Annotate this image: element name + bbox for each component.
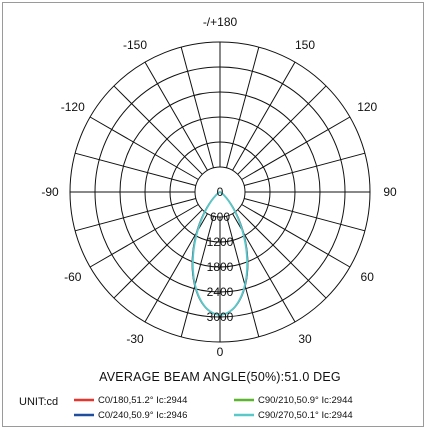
radial-tick-labels: 0 600 1200 1800 2400 3000 [207,185,234,324]
grid-spoke [232,61,296,171]
radial-tick-label: 1200 [207,235,234,249]
angle-labels: -/+180 -150 -120 -90 -60 -30 150 120 90 60 30 0 [41,15,397,359]
angle-label-top: -/+180 [203,15,238,29]
radial-tick-label: 0 [217,185,224,199]
chart-frame [2,2,424,427]
grid-spoke [244,152,366,187]
grid-spoke [74,197,196,232]
polar-grid [69,41,371,343]
grid-spoke [180,216,215,338]
grid-spoke [144,61,208,171]
angle-label-left: -90 [41,185,59,199]
angle-label-left: -30 [126,332,144,346]
grid-spoke [113,209,203,299]
legend-label-4: C90/270,50.1° Ic:2944 [258,410,353,421]
beam-angle-subtitle: AVERAGE BEAM ANGLE(50%):51.0 DEG [99,370,341,384]
grid-spoke [225,216,260,338]
grid-spoke [237,85,327,175]
intensity-curves [191,191,249,316]
grid-spoke [225,46,260,168]
angle-label-right: 120 [357,100,377,114]
radial-tick-label: 2400 [207,285,234,299]
angle-label-left: -120 [61,100,85,114]
unit-label: UNIT:cd [19,396,58,408]
grid-spoke [89,204,199,268]
grid-spoke [74,152,196,187]
grid-spoke [180,46,215,168]
grid-spoke [244,197,366,232]
grid-spoke [89,116,199,180]
radial-tick-label: 3000 [207,310,234,324]
curve-series-4 [191,191,249,316]
grid-spoke [241,204,351,268]
legend-label-2: C90/210,50.9° Ic:2944 [258,395,353,406]
angle-label-left: -60 [64,270,82,284]
angle-label-right: 90 [383,185,397,199]
legend: C0/180,51.2° Ic:2944 C90/210,50.9° Ic:294… [74,395,353,421]
radial-tick-label: 1800 [207,260,234,274]
angle-label-right: 60 [361,270,375,284]
angle-label-right: 150 [295,38,315,52]
grid-spoke [237,209,327,299]
angle-label-left: -150 [123,38,147,52]
angle-label-right: 30 [298,332,312,346]
radial-tick-label: 600 [210,210,230,224]
grid-spoke [241,116,351,180]
grid-spoke [113,85,203,175]
legend-label-1: C0/180,51.2° Ic:2944 [98,395,187,406]
legend-label-3: C0/240,50.9° Ic:2946 [98,410,187,421]
angle-label-bottom: 0 [217,345,224,359]
